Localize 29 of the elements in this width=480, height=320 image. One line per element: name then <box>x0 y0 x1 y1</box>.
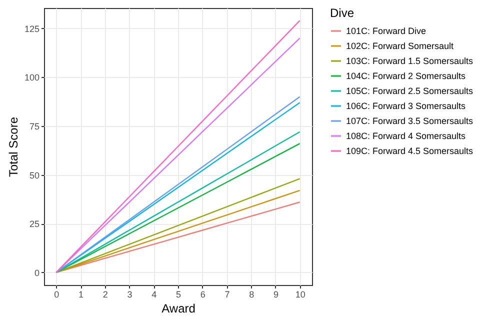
y-tick-label: 100 <box>24 72 40 83</box>
legend-label: 106C: Forward 3 Somersaults <box>346 101 466 111</box>
legend-label: 104C: Forward 2 Somersaults <box>346 71 466 81</box>
y-tick-label: 25 <box>29 219 40 230</box>
x-tick-label: 1 <box>78 290 84 300</box>
x-axis-title: Award <box>162 302 196 316</box>
y-tick-label: 125 <box>24 24 40 34</box>
x-tick-label: 0 <box>54 290 60 300</box>
x-tick-label: 5 <box>176 290 182 300</box>
legend-title: Dive <box>330 6 354 20</box>
x-tick-label: 4 <box>152 290 157 300</box>
x-tick-label: 6 <box>200 290 206 300</box>
x-tick-label: 7 <box>224 290 230 300</box>
legend-label: 103C: Forward 1.5 Somersaults <box>346 56 474 66</box>
legend-label: 102C: Forward Somersault <box>346 41 454 51</box>
x-tick-label: 9 <box>273 290 278 300</box>
y-axis-title: Total Score <box>6 116 20 178</box>
x-tick-label: 10 <box>295 290 306 300</box>
legend-label: 101C: Forward Dive <box>346 26 426 36</box>
legend-label: 109C: Forward 4.5 Somersaults <box>346 146 474 156</box>
y-tick-label: 0 <box>34 268 40 278</box>
legend-label: 105C: Forward 2.5 Somersaults <box>346 86 474 96</box>
y-tick-label: 75 <box>29 122 40 132</box>
x-tick-label: 2 <box>102 290 108 300</box>
x-tick-label: 8 <box>249 290 254 300</box>
x-tick-label: 3 <box>127 290 132 300</box>
legend-label: 107C: Forward 3.5 Somersaults <box>346 116 474 126</box>
legend-label: 108C: Forward 4 Somersaults <box>346 131 466 141</box>
y-tick-label: 50 <box>29 170 40 180</box>
